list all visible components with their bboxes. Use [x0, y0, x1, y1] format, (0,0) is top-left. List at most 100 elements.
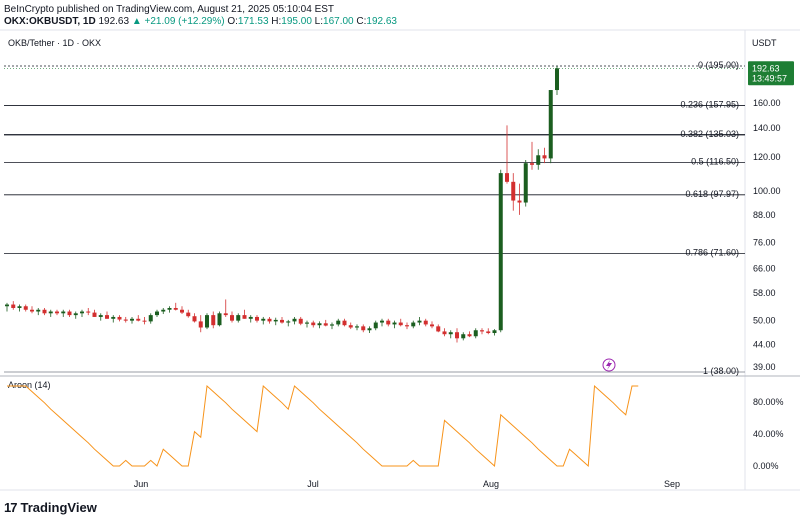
- candle-body: [98, 315, 103, 317]
- candle-body: [317, 323, 322, 326]
- candle-body: [523, 163, 528, 203]
- currency-label[interactable]: USDT: [752, 38, 777, 48]
- candle-body: [492, 330, 497, 334]
- candle-body: [417, 320, 422, 323]
- time-axis-tick: Jul: [307, 479, 319, 489]
- candle-body: [398, 322, 403, 326]
- candle-body: [230, 315, 234, 321]
- candle-body: [5, 304, 9, 307]
- tradingview-logo[interactable]: 17 TradingView: [4, 500, 97, 515]
- price-axis-tick: 50.00: [753, 316, 776, 326]
- candle-body: [217, 313, 222, 326]
- last-price-tag-price: 192.63: [752, 63, 780, 73]
- candle-body: [61, 311, 66, 314]
- candle-body: [330, 324, 334, 326]
- candle-body: [342, 320, 347, 326]
- candle-body: [117, 316, 122, 320]
- candle-body: [323, 323, 328, 326]
- candle-body: [442, 331, 447, 335]
- candle-body: [280, 319, 284, 323]
- low-value: 167.00: [323, 16, 354, 27]
- fib-level-label: 0.786 (71.60): [685, 247, 739, 257]
- symbol-summary: OKX:OKBUSDT, 1D 192.63 ▲ +21.09 (+12.29%…: [4, 16, 397, 27]
- price-axis-tick: 140.00: [753, 123, 781, 133]
- candle-body: [180, 309, 184, 313]
- candle-body: [55, 311, 59, 314]
- tradingview-logo-icon: 17: [4, 500, 18, 515]
- candle-body: [130, 318, 134, 321]
- price-axis-tick: 160.00: [753, 98, 781, 108]
- candle-body: [30, 309, 34, 312]
- candle-body: [548, 90, 553, 159]
- candle-body: [380, 320, 384, 323]
- price-axis-tick: 120.00: [753, 152, 781, 162]
- price-change: ▲ +21.09 (+12.29%): [131, 16, 225, 27]
- candle-body: [555, 68, 559, 91]
- candle-body: [211, 315, 216, 326]
- candle-body: [530, 163, 534, 165]
- candle-body: [148, 315, 153, 322]
- publisher-line: BeInCrypto published on TradingView.com,…: [4, 4, 335, 15]
- candle-body: [80, 311, 84, 314]
- low-label: L:: [314, 16, 324, 27]
- fib-level-label: 0 (195.00): [698, 60, 739, 70]
- tradingview-logo-text: TradingView: [20, 500, 97, 515]
- candle-body: [105, 315, 109, 319]
- candle-body: [448, 332, 453, 335]
- price-axis-tick: 76.00: [753, 237, 776, 247]
- open-value: 171.53: [237, 16, 269, 27]
- candle-body: [167, 307, 172, 310]
- fib-level-label: 1 (38.00): [703, 366, 739, 376]
- time-axis-tick: Aug: [483, 479, 499, 489]
- candle-body: [136, 318, 141, 321]
- high-label: H:: [271, 16, 282, 27]
- candle-body: [505, 173, 509, 182]
- candle-body: [298, 318, 303, 324]
- candle-body: [67, 311, 72, 316]
- candle-body: [411, 322, 416, 327]
- candle-body: [486, 331, 491, 334]
- candle-body: [142, 320, 147, 322]
- time-axis-tick: Sep: [664, 479, 680, 489]
- candle-body: [480, 330, 484, 332]
- price-axis-tick: 100.00: [753, 186, 781, 196]
- candle-body: [355, 326, 359, 328]
- candle-body: [498, 173, 503, 331]
- candle-body: [73, 313, 78, 316]
- candle-body: [542, 155, 547, 159]
- candle-body: [86, 311, 91, 313]
- candle-body: [348, 325, 353, 328]
- fib-level-label: 0.618 (97.97): [685, 189, 739, 199]
- candle-body: [536, 155, 541, 165]
- high-value: 195.00: [281, 16, 312, 27]
- fib-level-label: 0.382 (135.03): [680, 129, 739, 139]
- candle-body: [36, 309, 41, 312]
- candle-body: [423, 320, 428, 325]
- candle-body: [305, 322, 309, 324]
- candle-body: [236, 315, 241, 321]
- candle-body: [255, 316, 259, 321]
- candle-body: [173, 307, 178, 310]
- candle-body: [467, 334, 472, 337]
- aroon-axis-tick: 0.00%: [753, 461, 779, 471]
- fib-level-label: 0.236 (157.95): [680, 99, 739, 109]
- aroon-label: Aroon (14): [8, 380, 51, 390]
- candle-body: [161, 309, 166, 312]
- symbol-label: OKX:OKBUSDT, 1D: [4, 16, 96, 27]
- candle-body: [223, 313, 228, 316]
- candle-body: [48, 311, 53, 314]
- candle-body: [267, 318, 272, 322]
- lightning-icon-bolt: [606, 360, 612, 370]
- time-axis-tick: Jun: [134, 479, 149, 489]
- candle-body: [248, 316, 253, 319]
- candle-body: [517, 200, 522, 203]
- candle-body: [11, 304, 16, 308]
- candle-body: [405, 325, 409, 327]
- price-axis-tick: 44.00: [753, 340, 776, 350]
- candle-body: [198, 321, 203, 328]
- candle-body: [430, 324, 434, 327]
- candle-body: [473, 330, 478, 337]
- price-axis-tick: 88.00: [753, 210, 776, 220]
- aroon-axis-tick: 40.00%: [753, 429, 784, 439]
